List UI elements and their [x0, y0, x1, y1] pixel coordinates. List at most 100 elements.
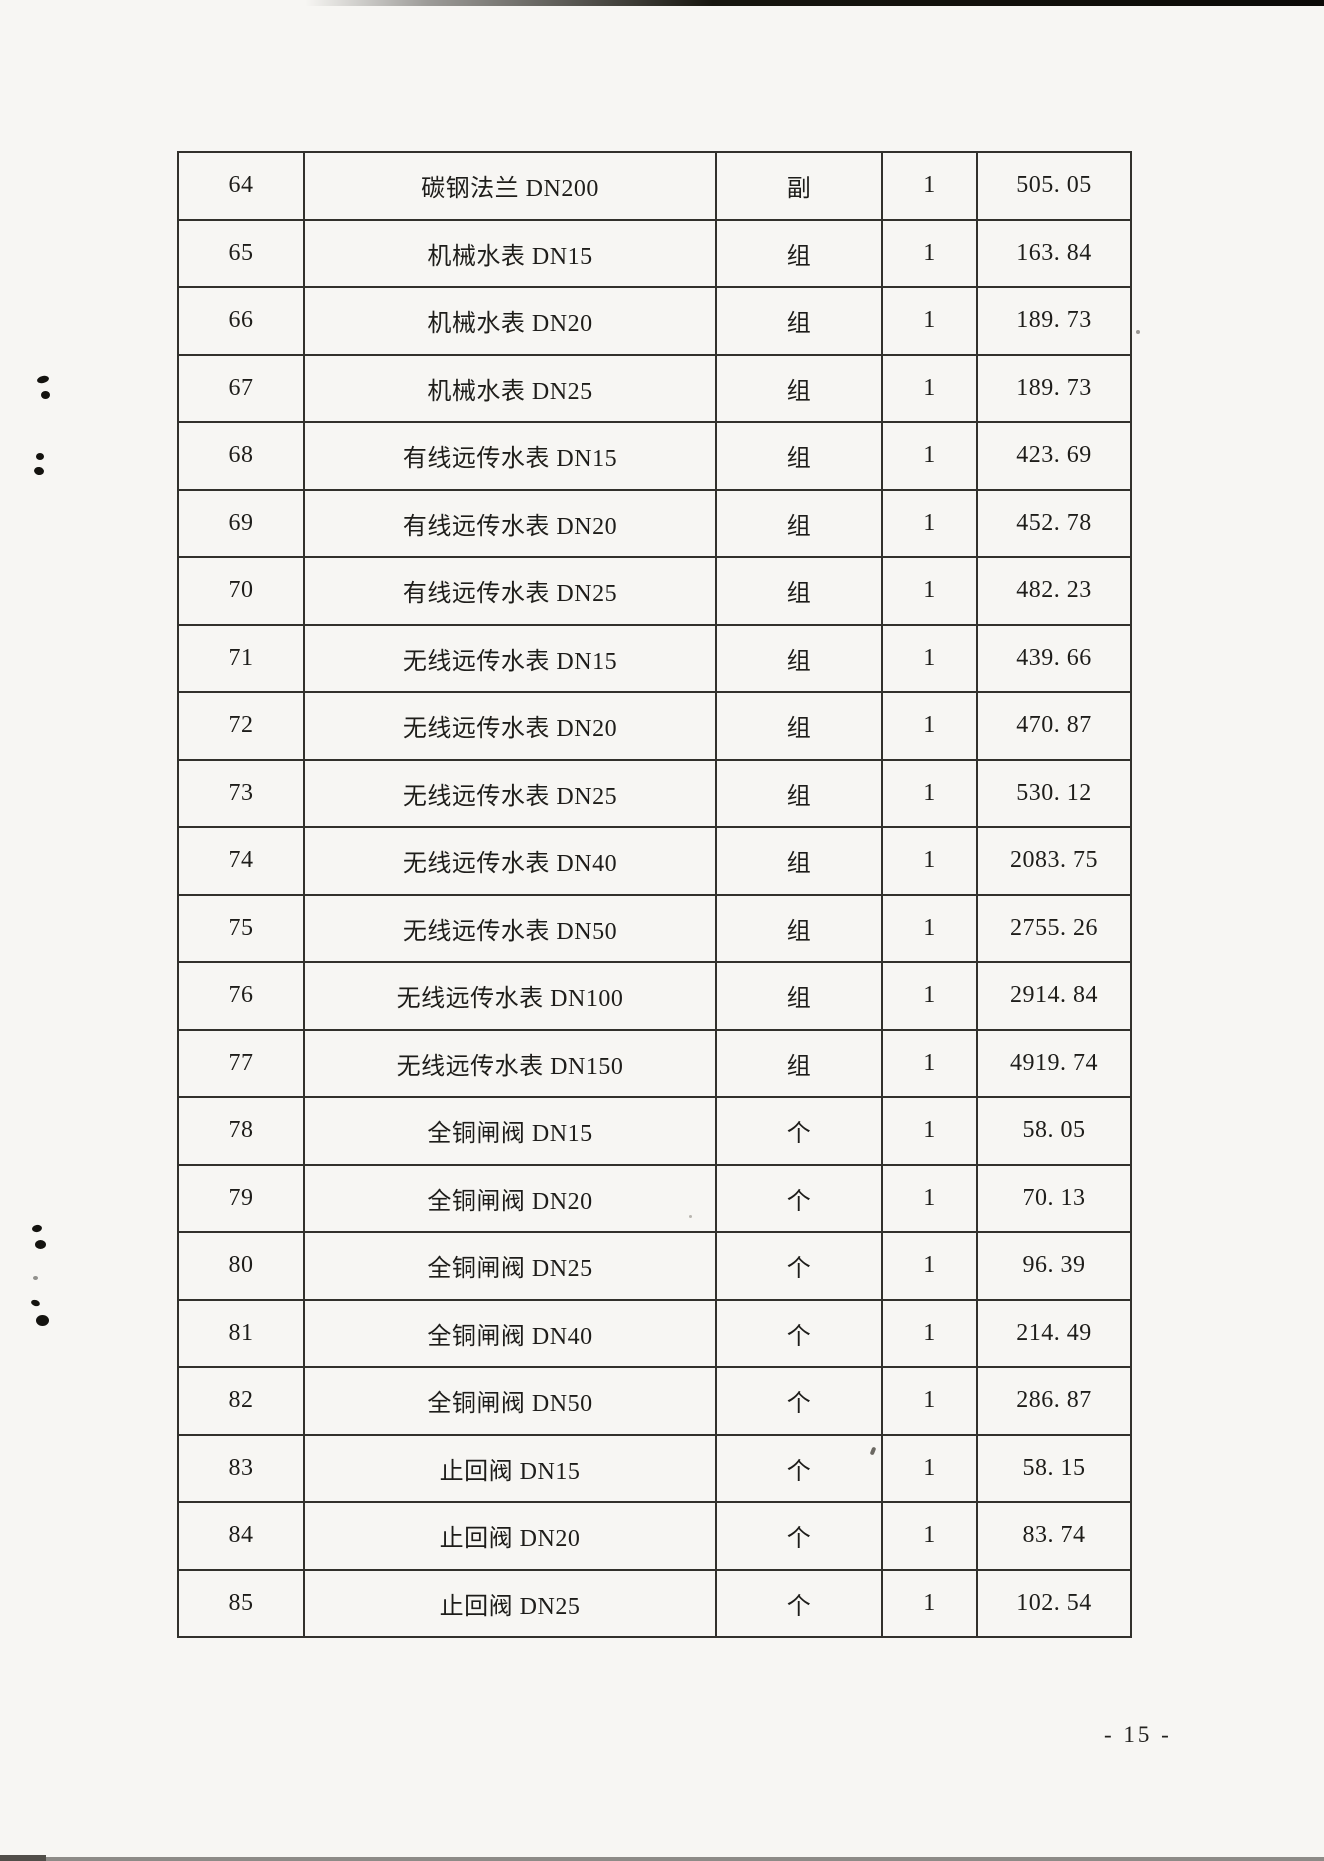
- row-number-cell: 67: [177, 353, 305, 423]
- table-row: 64 碳钢法兰 DN200 副 1 505. 05: [177, 151, 1132, 221]
- row-number-cell: 81: [177, 1298, 305, 1368]
- scan-artifact-bottom-edge: [0, 1857, 1324, 1861]
- row-number-cell: 68: [177, 421, 305, 491]
- items-price-table: 64 碳钢法兰 DN200 副 1 505. 05 65 机械水表 DN15 组 1 163. 8…: [177, 151, 1132, 1638]
- item-name-cell: 有线远传水表 DN20: [303, 488, 717, 558]
- row-number-cell: 73: [177, 758, 305, 828]
- ink-mark: [30, 1298, 41, 1308]
- item-name-cell: 无线远传水表 DN100: [303, 961, 717, 1031]
- table-row: 72 无线远传水表 DN20 组 1 470. 87: [177, 691, 1132, 761]
- item-name-cell: 无线远传水表 DN20: [303, 691, 717, 761]
- row-number-cell: 70: [177, 556, 305, 626]
- item-name-cell: 全铜闸阀 DN20: [303, 1163, 717, 1233]
- item-name-cell: 止回阀 DN25: [303, 1568, 717, 1638]
- unit-cell: 个: [715, 1298, 883, 1368]
- quantity-cell: 1: [881, 421, 978, 491]
- table-row: 70 有线远传水表 DN25 组 1 482. 23: [177, 556, 1132, 626]
- table-row: 66 机械水表 DN20 组 1 189. 73: [177, 286, 1132, 356]
- unit-cell: 组: [715, 893, 883, 963]
- unit-cell: 副: [715, 151, 883, 221]
- item-name-cell: 无线远传水表 DN25: [303, 758, 717, 828]
- quantity-cell: 1: [881, 893, 978, 963]
- table-row: 65 机械水表 DN15 组 1 163. 84: [177, 218, 1132, 288]
- ink-mark: [35, 1240, 46, 1249]
- unit-cell: 组: [715, 488, 883, 558]
- unit-cell: 组: [715, 1028, 883, 1098]
- price-cell: 163. 84: [976, 218, 1132, 288]
- quantity-cell: 1: [881, 218, 978, 288]
- ink-mark: [33, 1276, 38, 1280]
- item-name-cell: 碳钢法兰 DN200: [303, 151, 717, 221]
- price-cell: 58. 15: [976, 1433, 1132, 1503]
- item-name-cell: 全铜闸阀 DN25: [303, 1231, 717, 1301]
- ink-mark: [33, 466, 45, 476]
- quantity-cell: 1: [881, 151, 978, 221]
- table-row: 73 无线远传水表 DN25 组 1 530. 12: [177, 758, 1132, 828]
- item-name-cell: 有线远传水表 DN15: [303, 421, 717, 491]
- row-number-cell: 74: [177, 826, 305, 896]
- unit-cell: 个: [715, 1231, 883, 1301]
- scan-artifact-top-edge: [305, 0, 1324, 6]
- table-row: 74 无线远传水表 DN40 组 1 2083. 75: [177, 826, 1132, 896]
- row-number-cell: 72: [177, 691, 305, 761]
- price-cell: 2083. 75: [976, 826, 1132, 896]
- ink-mark: [36, 1315, 49, 1326]
- scan-artifact-bottom-left-corner: [0, 1855, 46, 1861]
- unit-cell: 个: [715, 1163, 883, 1233]
- table-row: 68 有线远传水表 DN15 组 1 423. 69: [177, 421, 1132, 491]
- price-cell: 482. 23: [976, 556, 1132, 626]
- quantity-cell: 1: [881, 758, 978, 828]
- ink-mark: [41, 391, 50, 399]
- price-cell: 70. 13: [976, 1163, 1132, 1233]
- item-name-cell: 无线远传水表 DN15: [303, 623, 717, 693]
- price-cell: 2914. 84: [976, 961, 1132, 1031]
- table-row: 69 有线远传水表 DN20 组 1 452. 78: [177, 488, 1132, 558]
- row-number-cell: 75: [177, 893, 305, 963]
- unit-cell: 个: [715, 1433, 883, 1503]
- row-number-cell: 71: [177, 623, 305, 693]
- quantity-cell: 1: [881, 1366, 978, 1436]
- table-row: 67 机械水表 DN25 组 1 189. 73: [177, 353, 1132, 423]
- unit-cell: 组: [715, 353, 883, 423]
- row-number-cell: 80: [177, 1231, 305, 1301]
- price-cell: 286. 87: [976, 1366, 1132, 1436]
- row-number-cell: 85: [177, 1568, 305, 1638]
- unit-cell: 个: [715, 1096, 883, 1166]
- row-number-cell: 84: [177, 1501, 305, 1571]
- price-cell: 83. 74: [976, 1501, 1132, 1571]
- row-number-cell: 77: [177, 1028, 305, 1098]
- row-number-cell: 82: [177, 1366, 305, 1436]
- price-cell: 4919. 74: [976, 1028, 1132, 1098]
- page-number: - 15 -: [1104, 1722, 1172, 1747]
- price-cell: 439. 66: [976, 623, 1132, 693]
- unit-cell: 组: [715, 556, 883, 626]
- table-row: 77 无线远传水表 DN150 组 1 4919. 74: [177, 1028, 1132, 1098]
- unit-cell: 组: [715, 826, 883, 896]
- ink-mark: [36, 453, 44, 460]
- table-row: 85 止回阀 DN25 个 1 102. 54: [177, 1568, 1132, 1638]
- item-name-cell: 机械水表 DN15: [303, 218, 717, 288]
- item-name-cell: 止回阀 DN20: [303, 1501, 717, 1571]
- unit-cell: 组: [715, 623, 883, 693]
- price-cell: 505. 05: [976, 151, 1132, 221]
- unit-cell: 个: [715, 1501, 883, 1571]
- ink-mark: [31, 1224, 43, 1233]
- quantity-cell: 1: [881, 1163, 978, 1233]
- row-number-cell: 76: [177, 961, 305, 1031]
- row-number-cell: 66: [177, 286, 305, 356]
- quantity-cell: 1: [881, 1501, 978, 1571]
- quantity-cell: 1: [881, 1028, 978, 1098]
- quantity-cell: 1: [881, 286, 978, 356]
- table-row: 82 全铜闸阀 DN50 个 1 286. 87: [177, 1366, 1132, 1436]
- price-cell: 470. 87: [976, 691, 1132, 761]
- table-row: 83 止回阀 DN15 个 1 58. 15: [177, 1433, 1132, 1503]
- item-name-cell: 全铜闸阀 DN15: [303, 1096, 717, 1166]
- quantity-cell: 1: [881, 1231, 978, 1301]
- item-name-cell: 有线远传水表 DN25: [303, 556, 717, 626]
- price-cell: 189. 73: [976, 353, 1132, 423]
- quantity-cell: 1: [881, 1433, 978, 1503]
- table-row: 78 全铜闸阀 DN15 个 1 58. 05: [177, 1096, 1132, 1166]
- table-row: 75 无线远传水表 DN50 组 1 2755. 26: [177, 893, 1132, 963]
- quantity-cell: 1: [881, 691, 978, 761]
